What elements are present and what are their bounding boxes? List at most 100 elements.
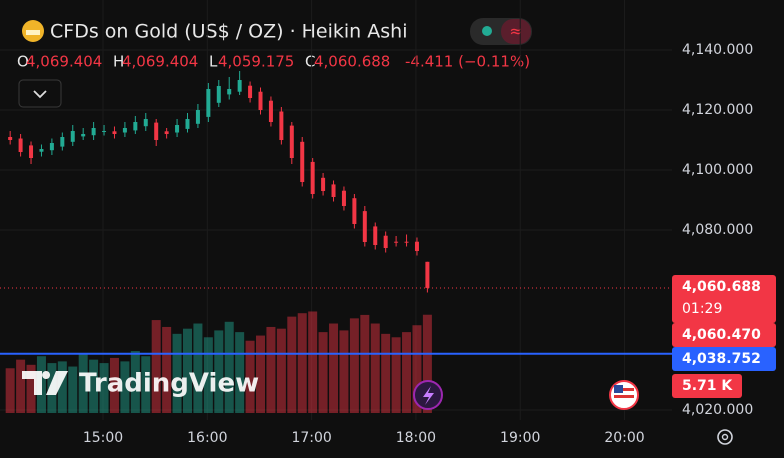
volume-bar: [141, 356, 151, 413]
candle-body: [227, 89, 232, 95]
y-tick-label: 4,120.000: [682, 102, 753, 118]
settings-icon[interactable]: [717, 429, 733, 445]
volume-bar: [402, 332, 412, 413]
change: -4.411 (−0.11%): [405, 53, 530, 71]
volume-bar: [162, 326, 172, 413]
candle-body: [175, 125, 180, 133]
x-tick-label: 20:00: [604, 430, 644, 446]
volume-bar: [256, 335, 266, 413]
candle-body: [133, 122, 138, 131]
volume-bar: [5, 368, 15, 413]
flag-stripe: [614, 388, 634, 391]
watermark: TradingView: [22, 369, 259, 399]
candle-body: [112, 131, 117, 135]
volume-bar: [329, 323, 339, 413]
candle-body: [49, 143, 54, 151]
candle-body: [237, 80, 242, 92]
ohlc-key: H: [113, 53, 124, 71]
volume-bar: [99, 363, 109, 413]
candle-body: [154, 122, 159, 141]
candle-body: [341, 190, 346, 207]
volume-bar: [120, 361, 130, 413]
candle-body: [258, 91, 263, 111]
candle-body: [383, 235, 388, 249]
candle-body: [8, 137, 13, 141]
settings-hub: [721, 433, 729, 441]
volume-bar: [349, 318, 359, 413]
candle-body: [248, 85, 253, 99]
candle-body: [29, 145, 34, 159]
symbol-title: CFDs on Gold (US$ / OZ) · Heikin Ashi: [50, 21, 407, 43]
y-tick-label: 4,140.000: [682, 42, 753, 58]
candle-body: [425, 261, 430, 288]
volume-bar: [308, 311, 318, 413]
x-tick-label: 19:00: [500, 430, 540, 446]
volume-bar: [360, 314, 370, 413]
volume-bar: [235, 332, 245, 413]
candle-body: [289, 125, 294, 159]
watermark-logo: [22, 371, 68, 395]
flag-stripe: [614, 395, 634, 398]
volume-label-box: [672, 374, 742, 398]
volume-bar: [68, 366, 78, 413]
ohlc-key: C: [305, 53, 315, 71]
volume-bar: [89, 359, 99, 413]
volume-bar: [370, 323, 380, 413]
volume-bar: [276, 328, 286, 413]
candle-body: [300, 141, 305, 183]
candle-body: [362, 211, 367, 243]
candle-body: [321, 177, 326, 192]
lightning: [423, 386, 434, 405]
candle-body: [143, 119, 148, 127]
volume-bar: [109, 357, 119, 413]
flag-canton: [614, 385, 623, 393]
candle-body: [404, 241, 409, 243]
volume-bar: [26, 364, 36, 413]
ohlc-value: 4,060.688: [314, 53, 390, 71]
ohlc-value: 4,069.404: [26, 53, 102, 71]
candle-body: [18, 138, 23, 153]
collapse-button[interactable]: [18, 79, 62, 108]
volume-bar: [422, 314, 432, 413]
candle-body: [102, 131, 107, 133]
volume-bar: [266, 326, 276, 413]
candle-body: [414, 241, 419, 252]
toggle-dot: [482, 26, 492, 36]
volume-bar: [412, 325, 422, 413]
ohlc-key: O: [17, 53, 29, 71]
candle-body: [206, 89, 211, 117]
candle-body: [310, 161, 315, 195]
symbol-icon-bar: [26, 30, 40, 35]
ohlc-key: L: [209, 53, 218, 71]
candle-body: [373, 226, 378, 246]
volume-bar: [193, 323, 203, 413]
volume-bar: [245, 340, 255, 413]
y-tick-label: 4,020.000: [682, 402, 753, 418]
candle-body: [394, 241, 399, 243]
candle-body: [185, 119, 190, 129]
header: CFDs on Gold (US$ / OZ) · Heikin Ashi ≈ …: [17, 18, 532, 108]
volume-bar: [130, 351, 140, 413]
candle-body: [216, 86, 221, 103]
volume-bar: [182, 328, 192, 413]
y-tick-label: 4,080.000: [682, 222, 753, 238]
price-label: 4,060.688: [682, 279, 761, 295]
candle-body: [60, 137, 65, 147]
ohlc-value: 4,059.175: [218, 53, 294, 71]
candle-body: [352, 198, 357, 225]
plot: [0, 0, 672, 420]
candle-body: [279, 111, 284, 141]
volume-bar: [318, 332, 328, 413]
volume-bar: [339, 330, 349, 413]
price-label-box: [672, 347, 776, 371]
x-tick-label: 17:00: [291, 430, 331, 446]
ohlc-value: 4,069.404: [122, 53, 198, 71]
candle-body: [39, 149, 44, 152]
toggle-icon: ≈: [509, 22, 522, 41]
watermark-text: TradingView: [79, 369, 259, 399]
candle-body: [91, 128, 96, 136]
volume-bar: [224, 321, 234, 413]
volume-bar: [381, 333, 391, 413]
